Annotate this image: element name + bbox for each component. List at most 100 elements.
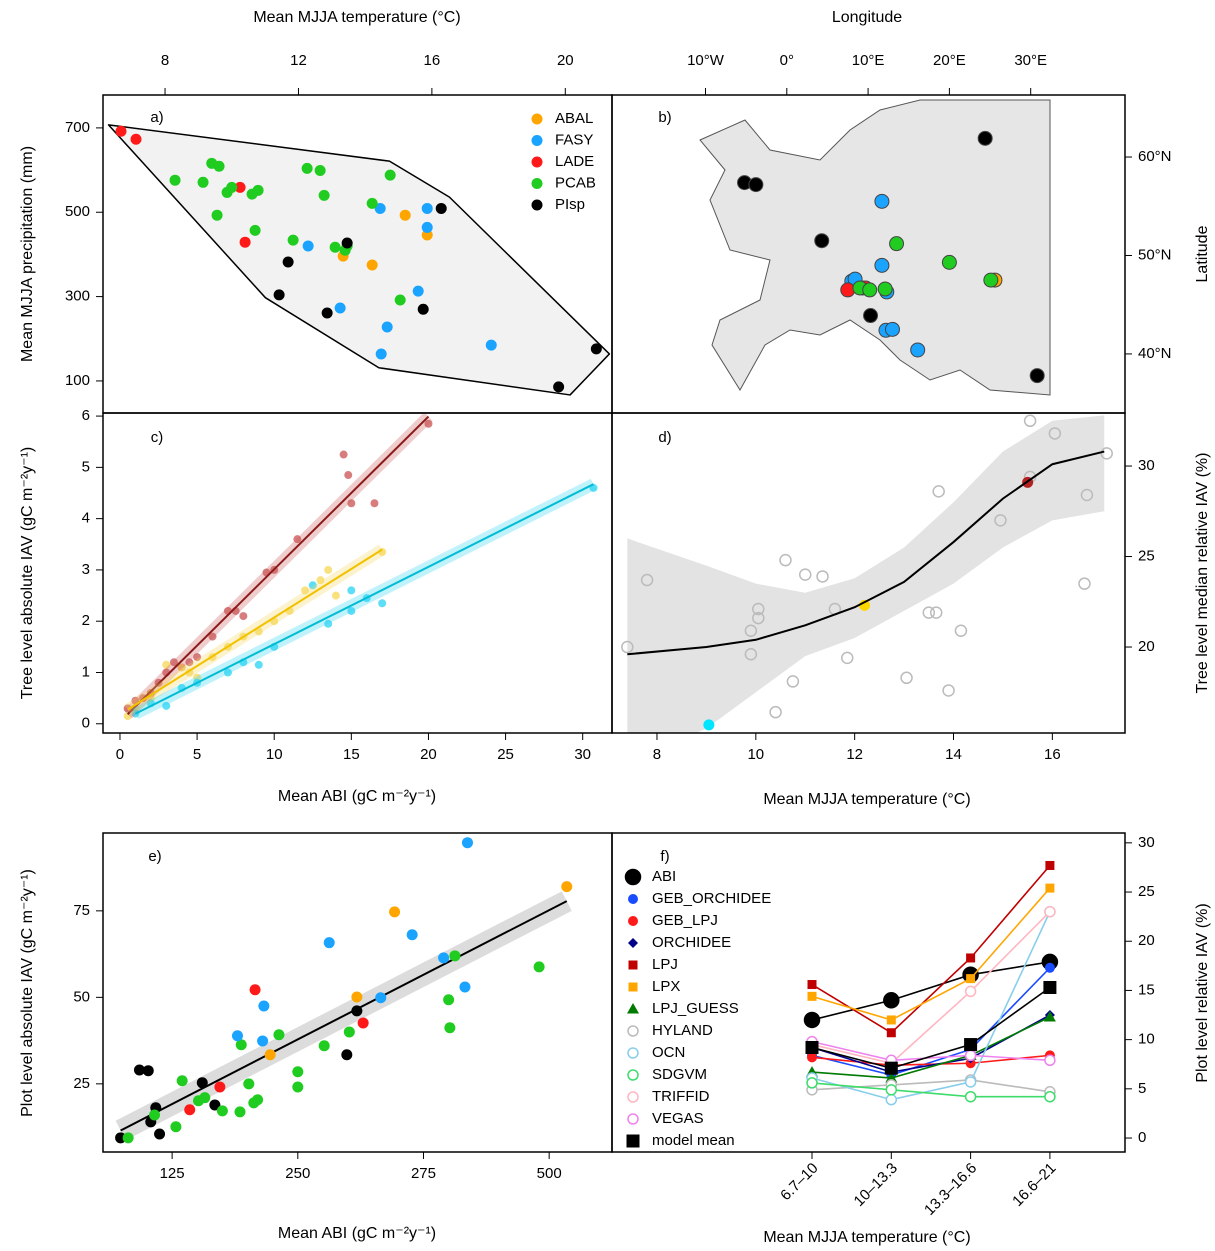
legend-marker [531, 199, 543, 211]
site [941, 254, 957, 270]
x-tick-label: 20 [557, 52, 574, 69]
point [273, 289, 285, 301]
legend-marker [627, 1069, 639, 1081]
y-tick-label: 1 [82, 663, 90, 680]
point [1043, 980, 1057, 994]
point [942, 684, 955, 697]
y-axis-title: Tree level median relative IAV (%) [1194, 453, 1211, 694]
point [485, 339, 497, 351]
point [803, 1011, 821, 1029]
series-line [811, 1016, 1051, 1079]
point [744, 648, 758, 661]
legend-label: PIsp [555, 196, 585, 213]
series-line [811, 986, 1051, 1069]
x-tick-label: 250 [285, 1165, 310, 1182]
point [1045, 883, 1055, 893]
y-tick-label: 20 [1138, 932, 1155, 949]
site [977, 130, 993, 146]
y-tick-label: 10 [1138, 1031, 1155, 1048]
point [239, 236, 251, 248]
point [347, 499, 356, 508]
x-axis-title: Mean ABI (gC m⁻²y⁻¹) [278, 788, 436, 805]
point [412, 285, 424, 297]
legend-label: VEGAS [652, 1110, 704, 1127]
legend-marker [531, 113, 543, 125]
map-land [699, 99, 1051, 396]
point [197, 176, 209, 188]
panel-label: d) [658, 429, 671, 446]
point [424, 419, 433, 428]
y-tick-label: 100 [65, 372, 90, 389]
y-tick-label: 0 [82, 715, 90, 732]
point [314, 164, 326, 176]
point [885, 1093, 898, 1106]
point [840, 651, 854, 665]
legend-marker [626, 1134, 640, 1148]
site [1029, 368, 1045, 384]
point [561, 881, 573, 893]
point [886, 1028, 896, 1038]
panel-label: a) [150, 109, 163, 126]
legend-label: GEB_ORCHIDEE [652, 890, 771, 907]
point [964, 1076, 977, 1088]
point [282, 256, 294, 268]
y-tick-label: 3 [82, 561, 90, 578]
point [214, 1081, 226, 1093]
point [243, 1078, 255, 1090]
point [176, 1075, 188, 1087]
point [264, 1049, 276, 1061]
point [807, 1052, 817, 1063]
panel-label: c) [151, 429, 164, 446]
point [1078, 577, 1091, 590]
panel-label: f) [660, 848, 669, 865]
point [1044, 962, 1055, 973]
y-axis-title: Plot level relative IAV (%) [1194, 903, 1211, 1082]
point [185, 658, 194, 667]
y-tick-label: 25 [1138, 883, 1155, 900]
legend-marker [628, 916, 638, 926]
point [1044, 1090, 1056, 1103]
series-line [811, 911, 1051, 1101]
plot-area [115, 837, 573, 1144]
legend-label: HYLAND [652, 1022, 713, 1039]
legend-label: GEB_LPJ [652, 912, 718, 929]
point [347, 586, 356, 595]
legend-marker [627, 1113, 639, 1125]
point [417, 303, 429, 315]
y-tick-label: 300 [65, 288, 90, 305]
point [357, 1017, 369, 1029]
point [1045, 860, 1055, 870]
point [885, 1084, 898, 1096]
point [343, 1026, 355, 1038]
legend-marker [628, 938, 638, 948]
x-tick-label: 500 [537, 1165, 562, 1182]
point [883, 992, 900, 1009]
point [994, 514, 1007, 527]
point [399, 209, 411, 221]
point [461, 837, 473, 849]
point [1023, 414, 1037, 428]
point [239, 612, 248, 621]
point [115, 1132, 127, 1144]
point [177, 663, 186, 672]
x-axis-title: Longitude [832, 9, 902, 26]
point [1080, 488, 1094, 502]
legend-label: FASY [555, 131, 593, 148]
point [779, 553, 792, 567]
point [375, 992, 387, 1004]
point [347, 606, 356, 615]
legend-label: TRIFFID [652, 1088, 710, 1105]
point [640, 573, 654, 587]
x-tick-label: 30 [574, 746, 591, 763]
x-tick-label: 14 [945, 746, 962, 763]
legend-marker [627, 1025, 639, 1037]
y-tick-label: 5 [82, 458, 90, 475]
panel-label: e) [148, 848, 161, 865]
legend-label: PCAB [555, 174, 596, 191]
x-tick-label: 8 [653, 746, 661, 763]
point [922, 606, 936, 619]
point [331, 591, 340, 600]
point [1048, 427, 1062, 440]
point [807, 991, 817, 1001]
y-tick-label: 700 [65, 119, 90, 136]
